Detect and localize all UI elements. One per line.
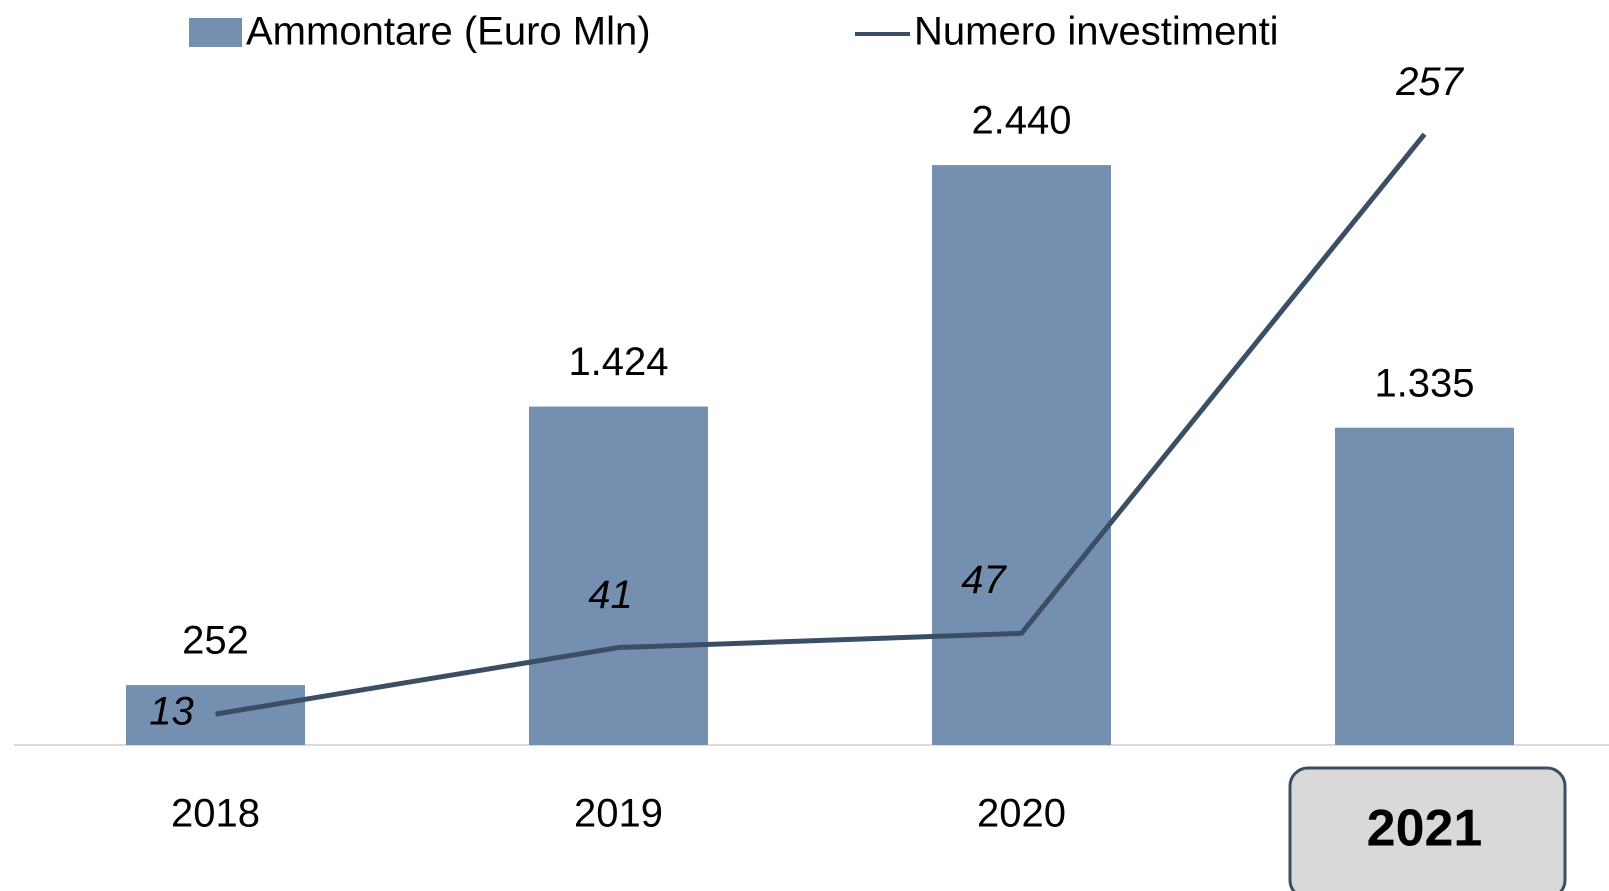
x-tick-label: 2019: [574, 792, 663, 836]
line: [215, 132, 1427, 717]
x-tick-label: 2021: [1367, 800, 1483, 858]
bar: [529, 406, 708, 745]
data-label: 252: [182, 619, 249, 663]
bar: [1335, 427, 1514, 745]
data-label: 2.440: [971, 99, 1071, 143]
legend-label: Numero investimenti: [914, 10, 1279, 54]
legend-swatch: [189, 18, 242, 47]
data-label: 1.335: [1374, 361, 1474, 405]
highlight-box: [1288, 766, 1567, 891]
data-label: 13: [149, 690, 194, 734]
data-label: 1.424: [568, 340, 668, 384]
bar: [932, 165, 1111, 746]
data-label: 47: [961, 558, 1007, 602]
legend-label: Ammontare (Euro Mln): [246, 10, 651, 54]
x-tick-label: 2018: [171, 792, 260, 836]
x-tick-label: 2020: [977, 792, 1066, 836]
data-label: 257: [1395, 60, 1464, 104]
bar: [126, 685, 305, 745]
data-label: 41: [588, 573, 633, 617]
